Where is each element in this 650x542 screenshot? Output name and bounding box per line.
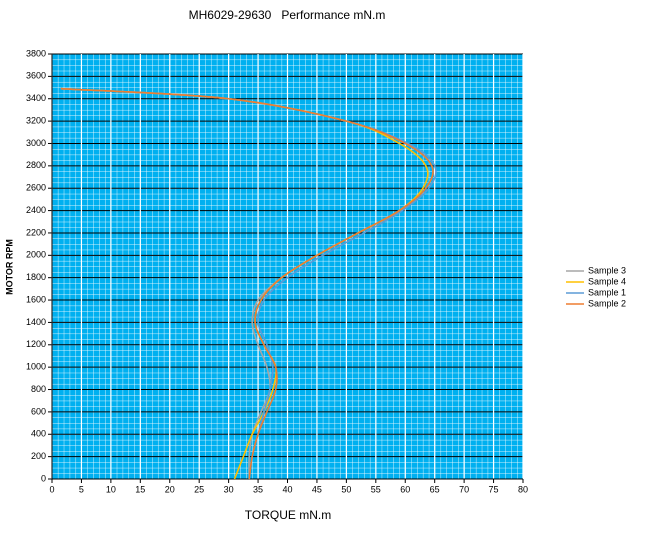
x-tick-label: 50: [341, 484, 351, 494]
y-tick-label: 3400: [26, 93, 46, 103]
y-tick-label: 200: [31, 451, 46, 461]
legend-label: Sample 4: [588, 276, 626, 286]
y-tick-label: 3200: [26, 115, 46, 125]
x-tick-label: 15: [135, 484, 145, 494]
legend-label: Sample 3: [588, 265, 626, 275]
x-tick-label: 55: [371, 484, 381, 494]
y-tick-label: 2800: [26, 160, 46, 170]
y-tick-label: 1000: [26, 362, 46, 372]
x-axis-title: TORQUE mN.m: [245, 508, 331, 522]
y-tick-label: 2600: [26, 183, 46, 193]
y-axis-title: MOTOR RPM: [4, 239, 14, 295]
y-tick-label: 1600: [26, 294, 46, 304]
x-tick-label: 30: [224, 484, 234, 494]
y-tick-label: 3800: [26, 48, 46, 58]
y-tick-label: 0: [41, 473, 46, 483]
x-tick-label: 25: [194, 484, 204, 494]
y-tick-label: 600: [31, 406, 46, 416]
x-tick-label: 65: [430, 484, 440, 494]
y-tick-label: 800: [31, 384, 46, 394]
y-tick-label: 1800: [26, 272, 46, 282]
x-tick-label: 70: [459, 484, 469, 494]
x-tick-label: 60: [400, 484, 410, 494]
chart-title: MH6029-29630 Performance mN.m: [189, 8, 386, 22]
x-tick-label: 5: [79, 484, 84, 494]
y-tick-label: 2400: [26, 205, 46, 215]
y-tick-label: 2000: [26, 250, 46, 260]
legend-label: Sample 2: [588, 298, 626, 308]
y-tick-label: 3000: [26, 138, 46, 148]
x-tick-label: 20: [165, 484, 175, 494]
y-tick-label: 1200: [26, 339, 46, 349]
y-tick-label: 3600: [26, 71, 46, 81]
x-tick-label: 0: [49, 484, 54, 494]
x-tick-label: 45: [312, 484, 322, 494]
x-tick-label: 80: [518, 484, 528, 494]
y-tick-label: 400: [31, 429, 46, 439]
x-tick-label: 40: [282, 484, 292, 494]
x-tick-label: 75: [489, 484, 499, 494]
x-tick-label: 35: [253, 484, 263, 494]
y-tick-label: 2200: [26, 227, 46, 237]
x-tick-label: 10: [106, 484, 116, 494]
legend-label: Sample 1: [588, 287, 626, 297]
y-tick-label: 1400: [26, 317, 46, 327]
series-line: [60, 87, 434, 480]
